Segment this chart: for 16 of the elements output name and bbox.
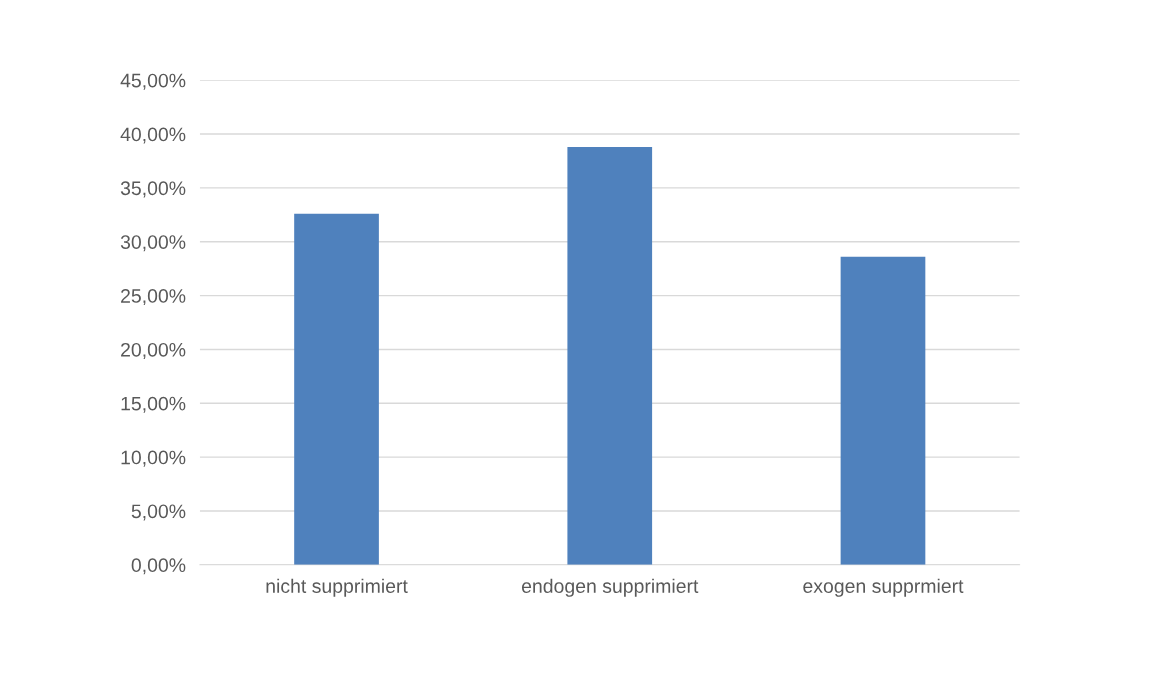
x-tick-label: endogen supprimiert [521, 578, 699, 597]
y-tick-label: 15,00% [121, 396, 186, 413]
x-tick-label: exogen supprmiert [803, 578, 964, 597]
y-tick-label: 0,00% [131, 558, 186, 575]
y-tick-label: 35,00% [120, 181, 186, 198]
y-tick-label: 10,00% [121, 450, 186, 467]
x-tick-label: nicht supprimiert [266, 578, 408, 597]
bar [840, 256, 926, 565]
y-tick-label: 20,00% [121, 342, 186, 359]
y-tick-label: 45,00% [120, 73, 186, 90]
y-tick-label: 40,00% [120, 127, 186, 144]
bar [294, 213, 379, 565]
bar [567, 146, 653, 565]
y-tick-label: 30,00% [120, 235, 186, 252]
y-tick-label: 25,00% [121, 289, 186, 306]
y-tick-label: 5,00% [131, 504, 186, 521]
